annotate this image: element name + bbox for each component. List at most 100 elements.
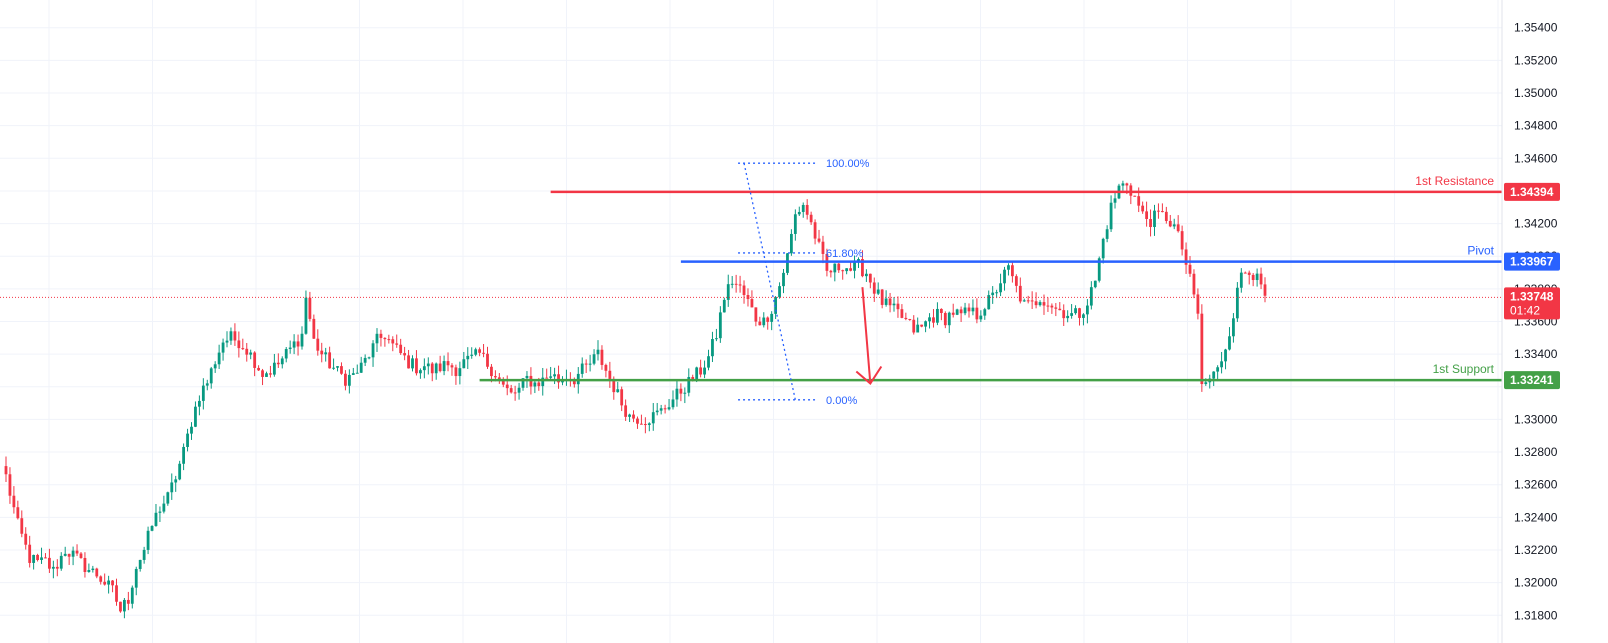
- candle-body: [142, 549, 146, 560]
- candle-body: [1046, 305, 1050, 307]
- candle-body: [395, 343, 399, 345]
- candle-body: [711, 339, 714, 357]
- candle-body: [355, 372, 359, 374]
- candle-body: [624, 405, 628, 417]
- candle-body: [1172, 224, 1176, 227]
- candle-body: [809, 214, 813, 223]
- candle-body: [1042, 302, 1046, 306]
- resistance-label: 1st Resistance: [1415, 174, 1494, 188]
- candle-body: [391, 339, 395, 344]
- candle-body: [253, 352, 257, 368]
- price-axis[interactable]: 1.35400 1.35200 1.35000 1.34800 1.34600 1.342…: [1501, 0, 1608, 643]
- candle-body: [770, 313, 774, 322]
- candle-body: [1196, 294, 1200, 314]
- candle-body: [861, 259, 864, 277]
- candle-body: [371, 343, 375, 358]
- candle-body: [288, 347, 292, 350]
- candle-body: [1251, 274, 1255, 281]
- candle-body: [217, 352, 221, 365]
- candle-body: [620, 389, 624, 406]
- candle-body: [99, 576, 103, 582]
- candle-body: [789, 233, 793, 254]
- candle-body: [1192, 273, 1196, 295]
- candle-body: [501, 379, 505, 385]
- candle-body: [209, 368, 213, 384]
- candle-body: [659, 408, 663, 411]
- candle-body: [493, 376, 497, 378]
- candle-body: [249, 352, 253, 355]
- candle-body: [1216, 367, 1220, 372]
- y-tick-label: 1.34600: [1514, 151, 1558, 165]
- candle-body: [316, 338, 320, 351]
- candle-body: [762, 317, 766, 326]
- candle-body: [572, 379, 576, 385]
- candle-body: [1038, 302, 1042, 306]
- candle-body: [486, 353, 489, 367]
- y-tick-label: 1.32600: [1514, 478, 1558, 492]
- arrow-head: [855, 365, 883, 386]
- y-tick-label: 1.35400: [1514, 21, 1558, 35]
- candle-body: [857, 259, 860, 262]
- candle-body: [1062, 310, 1066, 319]
- y-tick-label: 1.35000: [1514, 86, 1558, 100]
- candle-body: [612, 378, 616, 393]
- support-price-tag-text: 1.33241: [1510, 373, 1554, 387]
- candle-body: [111, 580, 114, 586]
- candle-body: [170, 482, 174, 493]
- candle-body: [379, 333, 383, 338]
- candle-body: [1145, 211, 1148, 219]
- candle-body: [947, 312, 951, 326]
- candle-body: [549, 376, 553, 378]
- pivot-price-tag-text: 1.33967: [1510, 255, 1554, 269]
- candle-body: [991, 292, 995, 296]
- candle-body: [367, 357, 371, 359]
- candle-body: [730, 283, 734, 285]
- candle-body: [126, 599, 130, 604]
- y-tick-label: 1.31800: [1514, 608, 1558, 622]
- support-resistance-levels: 1st Resistance Pivot 1st Support: [479, 174, 1502, 382]
- candle-body: [758, 321, 762, 326]
- candle-body: [722, 299, 726, 313]
- candle-body: [280, 358, 284, 365]
- candle-body: [651, 412, 655, 424]
- candle-body: [1125, 183, 1129, 186]
- candle-body: [1082, 314, 1085, 318]
- candle-body: [347, 374, 351, 386]
- candle-body: [853, 261, 856, 271]
- candle-body: [1153, 210, 1156, 228]
- candle-body: [1121, 183, 1125, 186]
- candle-body: [683, 392, 687, 394]
- candle-body: [884, 298, 888, 305]
- candle-body: [608, 370, 612, 379]
- pivot-label: Pivot: [1467, 244, 1494, 258]
- candle-body: [817, 238, 821, 242]
- candle-body: [896, 303, 900, 310]
- candle-body: [36, 554, 39, 560]
- support-price-tag: [1504, 371, 1560, 390]
- candle-body: [1070, 313, 1074, 316]
- candle-body: [671, 399, 675, 408]
- candle-body: [146, 530, 150, 550]
- candle-body: [797, 211, 801, 215]
- candle-body: [205, 383, 209, 386]
- candle-body: [182, 446, 186, 464]
- candle-body: [521, 378, 525, 388]
- candle-body: [16, 507, 20, 519]
- candle-body: [1243, 272, 1247, 274]
- candle-body: [320, 350, 324, 355]
- candle-body: [186, 433, 189, 447]
- fib-level-label: 61.80%: [826, 248, 864, 260]
- candle-body: [1228, 336, 1231, 350]
- candle-body: [454, 367, 458, 377]
- candle-body: [995, 292, 999, 294]
- candle-body: [296, 341, 300, 347]
- candle-body: [474, 349, 478, 355]
- candle-body: [426, 363, 430, 367]
- candle-body: [490, 366, 493, 377]
- candle-body: [24, 533, 28, 545]
- candle-body: [407, 355, 410, 369]
- candle-body: [999, 283, 1002, 293]
- candle-body: [920, 324, 924, 327]
- candle-body: [892, 303, 896, 306]
